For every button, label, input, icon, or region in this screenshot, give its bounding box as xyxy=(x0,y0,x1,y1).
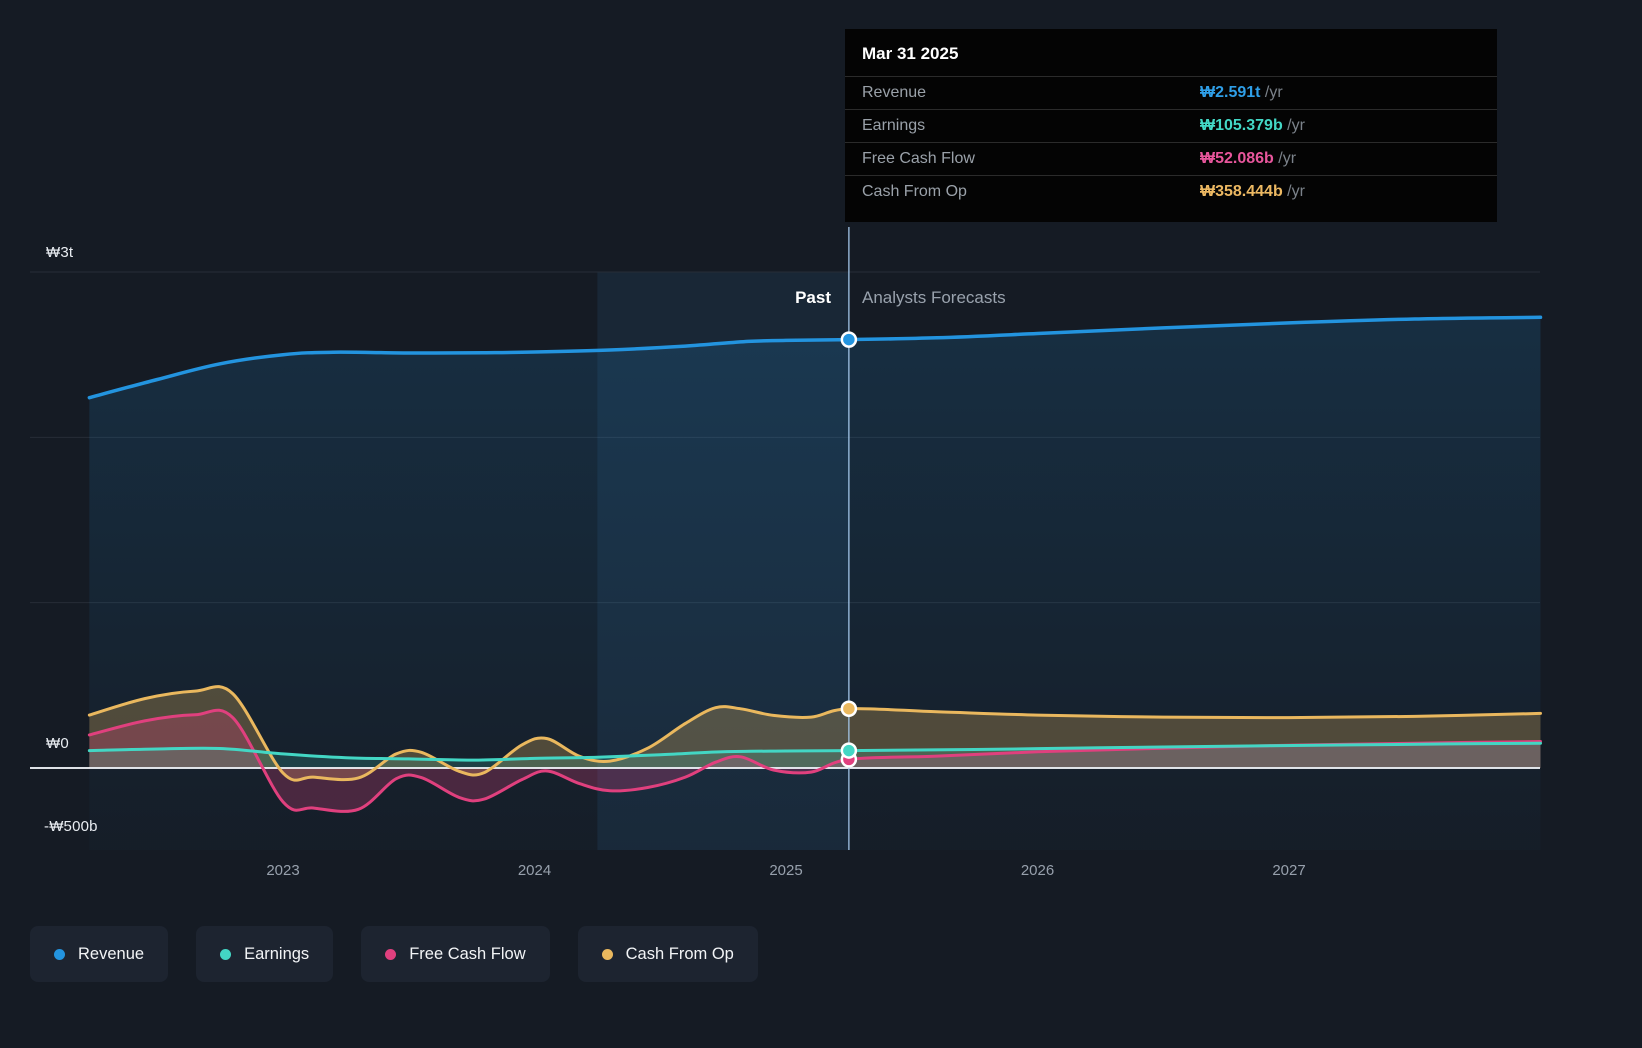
y-axis-label: ₩3t xyxy=(46,244,74,261)
forecast-label: Analysts Forecasts xyxy=(862,288,1006,307)
marker-cash-from-op xyxy=(840,700,858,717)
tooltip-date: Mar 31 2025 xyxy=(862,44,959,63)
legend-item-free-cash-flow[interactable]: Free Cash Flow xyxy=(361,926,550,982)
free-cash-flow-dot-icon xyxy=(385,948,397,960)
chart-legend: Revenue Earnings Free Cash Flow Cash Fro… xyxy=(30,926,758,982)
tooltip-series-value: ₩358.444b /yr xyxy=(1200,183,1305,200)
tooltip-series-label: Free Cash Flow xyxy=(862,150,975,167)
tooltip-row: Earnings ₩105.379b /yr xyxy=(845,109,1497,142)
series-area-free-cash-flow xyxy=(89,710,1541,812)
cash-from-op-dot-icon xyxy=(601,948,613,960)
marker-revenue xyxy=(840,331,858,348)
series-line-revenue xyxy=(87,315,1543,400)
tooltip-series-value: ₩52.086b /yr xyxy=(1200,150,1297,167)
y-axis-label: ₩0 xyxy=(46,735,69,752)
marker-earnings xyxy=(840,742,858,759)
past-label: Past xyxy=(795,288,831,307)
legend-item-earnings[interactable]: Earnings xyxy=(196,926,334,982)
chart-tooltip: Mar 31 2025 Revenue ₩2.591t /yr Earnings… xyxy=(845,29,1497,222)
series-area-earnings xyxy=(89,743,1541,768)
legend-label: Revenue xyxy=(78,944,145,963)
tooltip-value-suffix: /yr xyxy=(1273,150,1297,167)
tooltip-row: Revenue ₩2.591t /yr xyxy=(845,76,1497,109)
tooltip-value-suffix: /yr xyxy=(1282,183,1305,200)
tooltip-value-suffix: /yr xyxy=(1282,117,1305,134)
series-area-cash-from-op xyxy=(89,686,1541,781)
tooltip-series-label: Earnings xyxy=(862,117,926,134)
tooltip-value-suffix: /yr xyxy=(1260,84,1283,101)
y-axis-label: -₩500b xyxy=(44,818,98,835)
earnings-dot-icon xyxy=(220,948,232,960)
revenue-dot-icon xyxy=(54,948,65,960)
legend-label: Cash From Op xyxy=(625,944,734,963)
x-axis-label: 2026 xyxy=(1020,862,1055,879)
legend-label: Free Cash Flow xyxy=(409,944,526,963)
tooltip-series-value: ₩2.591t /yr xyxy=(1200,84,1283,101)
series-line-earnings xyxy=(87,741,1542,762)
x-axis-label: 2025 xyxy=(769,862,803,879)
legend-item-cash-from-op[interactable]: Cash From Op xyxy=(577,926,758,982)
tooltip-series-value: ₩105.379b /yr xyxy=(1200,117,1305,134)
tooltip-row: Free Cash Flow ₩52.086b /yr xyxy=(845,142,1497,175)
x-axis-label: 2024 xyxy=(517,862,552,879)
x-axis-label: 2027 xyxy=(1272,862,1306,879)
tooltip-row: Cash From Op ₩358.444b /yr xyxy=(845,175,1497,208)
series-line-free-cash-flow xyxy=(87,708,1542,813)
x-axis-label: 2023 xyxy=(266,862,300,879)
legend-label: Earnings xyxy=(244,944,310,963)
legend-item-revenue[interactable]: Revenue xyxy=(30,926,169,982)
tooltip-series-label: Cash From Op xyxy=(862,183,967,200)
tooltip-series-label: Revenue xyxy=(862,84,927,101)
